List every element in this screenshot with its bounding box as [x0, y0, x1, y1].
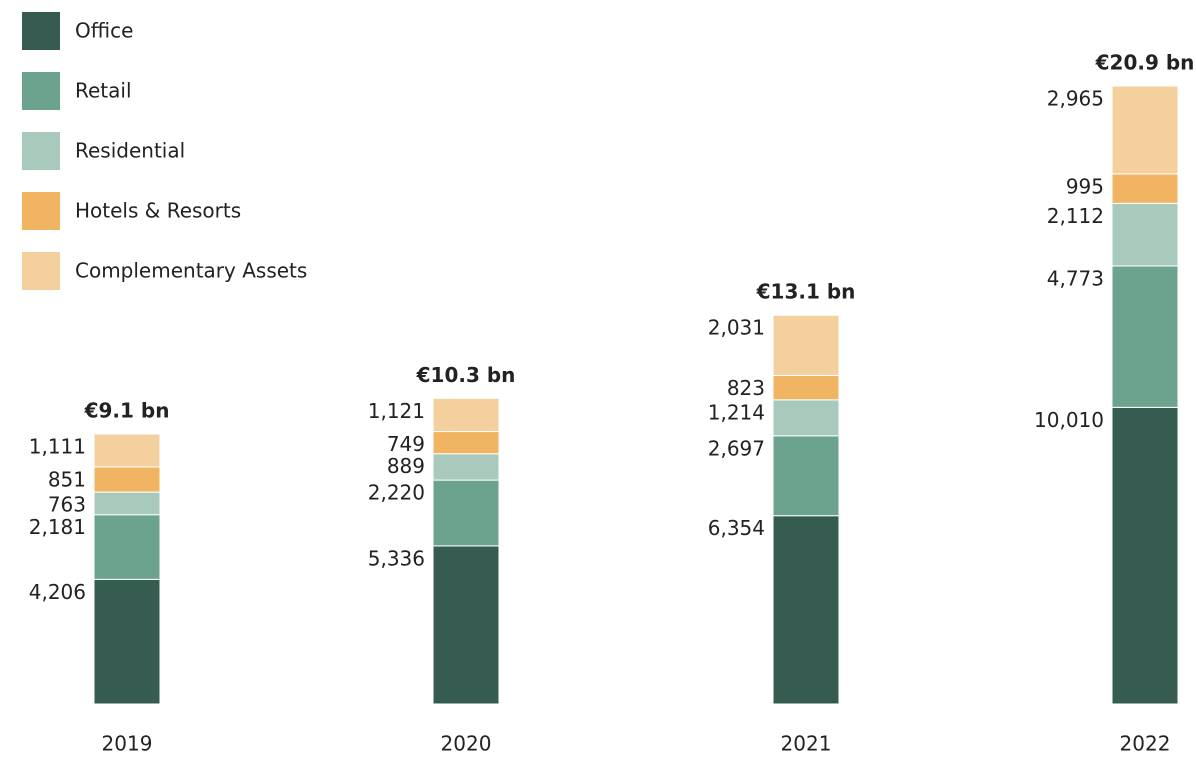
legend-label: Office — [75, 19, 133, 43]
legend-swatch — [22, 72, 60, 110]
value-label: 4,206 — [29, 580, 86, 604]
bar-segment — [432, 453, 500, 481]
value-label: 889 — [387, 454, 425, 478]
value-label: 749 — [387, 432, 425, 456]
bar-segment — [1111, 406, 1179, 705]
value-label: 10,010 — [1034, 408, 1104, 432]
value-label: 5,336 — [368, 546, 425, 570]
bar-segment — [772, 314, 840, 376]
legend-label: Complementary Assets — [75, 259, 307, 283]
bar-segment — [432, 431, 500, 455]
legend-label: Retail — [75, 79, 132, 103]
x-tick-label: 2022 — [1120, 732, 1171, 756]
value-label: 6,354 — [708, 516, 765, 540]
bar-segment — [93, 433, 161, 468]
legend-swatch — [22, 252, 60, 290]
legend-swatch — [22, 192, 60, 230]
value-label: 995 — [1066, 174, 1104, 198]
legend-swatch — [22, 12, 60, 50]
value-label: 2,181 — [29, 515, 86, 539]
x-tick-label: 2020 — [441, 732, 492, 756]
x-tick-label: 2019 — [102, 732, 153, 756]
total-label: €10.3 bn — [416, 363, 516, 387]
value-label: 2,965 — [1047, 87, 1104, 111]
bar-segment — [93, 466, 161, 493]
bar-segment — [772, 399, 840, 437]
value-label: 763 — [48, 493, 86, 517]
value-label: 823 — [727, 376, 765, 400]
bar-segment — [93, 578, 161, 705]
bar-segment — [1111, 202, 1179, 267]
bar-segment — [93, 491, 161, 516]
bar-segment — [432, 397, 500, 433]
bar-segment — [772, 515, 840, 705]
bar-segment — [772, 374, 840, 401]
x-tick-label: 2021 — [781, 732, 832, 756]
legend-label: Residential — [75, 139, 185, 163]
value-label: 2,697 — [708, 436, 765, 460]
legend-swatch — [22, 132, 60, 170]
total-label: €13.1 bn — [756, 280, 856, 304]
bar-segment — [1111, 265, 1179, 408]
value-label: 4,773 — [1047, 266, 1104, 290]
bar-segment — [432, 479, 500, 547]
value-label: 851 — [48, 467, 86, 491]
value-label: 2,031 — [708, 316, 765, 340]
value-label: 1,111 — [29, 434, 86, 458]
value-label: 2,112 — [1047, 204, 1104, 228]
bar-segment — [1111, 173, 1179, 204]
bar-segment — [1111, 85, 1179, 175]
total-label: €9.1 bn — [84, 398, 170, 422]
total-label: €20.9 bn — [1095, 51, 1195, 75]
bar-segment — [772, 435, 840, 517]
value-label: 2,220 — [368, 481, 425, 505]
value-label: 1,121 — [368, 399, 425, 423]
bar-segment — [432, 545, 500, 705]
value-label: 1,214 — [708, 400, 765, 424]
bar-segment — [93, 514, 161, 580]
legend-label: Hotels & Resorts — [75, 199, 241, 223]
